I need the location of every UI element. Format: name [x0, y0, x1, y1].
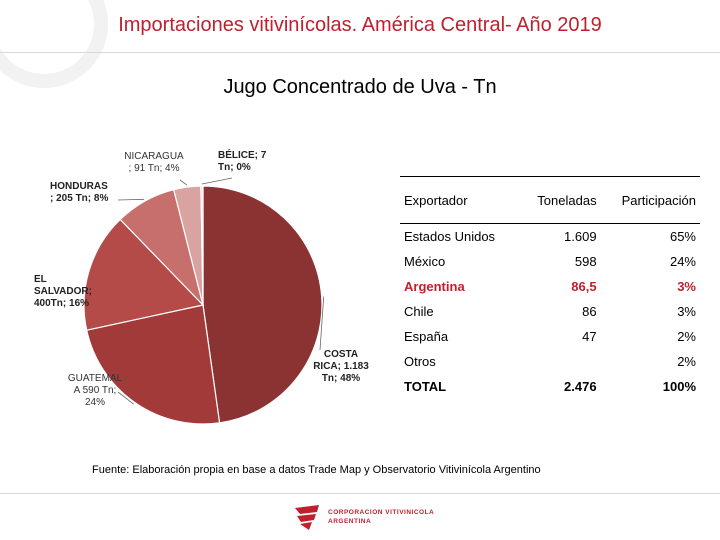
chart-title: Jugo Concentrado de Uva - Tn — [223, 76, 497, 98]
cell-participacion: 65% — [669, 229, 696, 244]
cell-toneladas: 86 — [582, 304, 597, 319]
leader-line — [201, 177, 233, 185]
cell-toneladas — [519, 349, 600, 374]
footer-divider — [0, 493, 720, 494]
pie-slice-guatemala — [85, 304, 221, 425]
leader-line — [117, 391, 135, 405]
table-header-row: Exportador Toneladas Participación — [400, 176, 700, 224]
table-row: México 598 24% — [400, 249, 700, 274]
cell-toneladas: 2.476 — [564, 379, 597, 394]
table-row: Estados Unidos 1.609 65% — [400, 224, 700, 250]
cell-exportador: Argentina — [404, 279, 465, 294]
table-row: Otros 2% — [400, 349, 700, 374]
table-total-row: TOTAL 2.476 100% — [400, 374, 700, 399]
cell-toneladas: 86,5 — [571, 279, 597, 294]
cell-participacion: 3% — [677, 279, 696, 294]
cell-participacion: 2% — [677, 354, 696, 369]
slice-label-nicaragua: NICARAGUA ; 91 Tn; 4% — [124, 151, 184, 174]
cell-exportador: España — [404, 329, 449, 344]
leader-line — [319, 296, 325, 351]
leader-line — [117, 198, 145, 201]
header-participacion: Participación — [600, 176, 700, 224]
cell-participacion: 100% — [662, 379, 696, 394]
slice-label-costa-rica: COSTA RICA; 1.183 Tn; 48% — [313, 349, 369, 384]
cell-exportador: Chile — [404, 304, 434, 319]
cell-toneladas: 598 — [574, 254, 597, 269]
table-row: Chile 86 3% — [400, 299, 700, 324]
cell-participacion: 3% — [677, 304, 696, 319]
cell-exportador: TOTAL — [404, 379, 447, 394]
exporters-table: Exportador Toneladas Participación Estad… — [400, 176, 700, 399]
pie-slice-b-lice — [200, 185, 204, 306]
source-note: Fuente: Elaboración propia en base a dat… — [92, 464, 541, 476]
cell-toneladas: 1.609 — [564, 229, 597, 244]
header-toneladas: Toneladas — [519, 176, 601, 224]
cell-exportador: Otros — [404, 354, 436, 369]
header-exportador: Exportador — [400, 176, 520, 224]
slide-title: Importaciones vitivinícolas. América Cen… — [118, 14, 602, 36]
slice-label-belice: BÉLICE; 7 Tn; 0% — [218, 150, 267, 173]
cell-participacion: 2% — [677, 329, 696, 344]
table-row: España 47 2% — [400, 324, 700, 349]
pie-slice-costa-rica — [202, 185, 323, 424]
cell-toneladas: 47 — [582, 329, 597, 344]
slice-label-el-salvador: EL SALVADOR; 400Tn; 16% — [34, 274, 92, 309]
logo-icon — [295, 505, 319, 530]
logo-text: CORPORACION VITIVINICOLA ARGENTINA — [328, 509, 435, 525]
slice-label-honduras: HONDURAS ; 205 Tn; 8% — [50, 181, 109, 204]
table-row-highlight: Argentina 86,5 3% — [400, 274, 700, 299]
cell-exportador: Estados Unidos — [404, 229, 496, 244]
cell-exportador: México — [404, 254, 446, 269]
cell-participacion: 24% — [669, 254, 696, 269]
slice-label-guatemala: GUATEMAL A 590 Tn; 24% — [67, 373, 123, 408]
title-divider — [0, 52, 720, 53]
corporacion-logo: CORPORACION VITIVINICOLA ARGENTINA — [292, 500, 482, 536]
leader-line — [179, 179, 188, 186]
pie-slice-el-salvador — [83, 218, 205, 331]
